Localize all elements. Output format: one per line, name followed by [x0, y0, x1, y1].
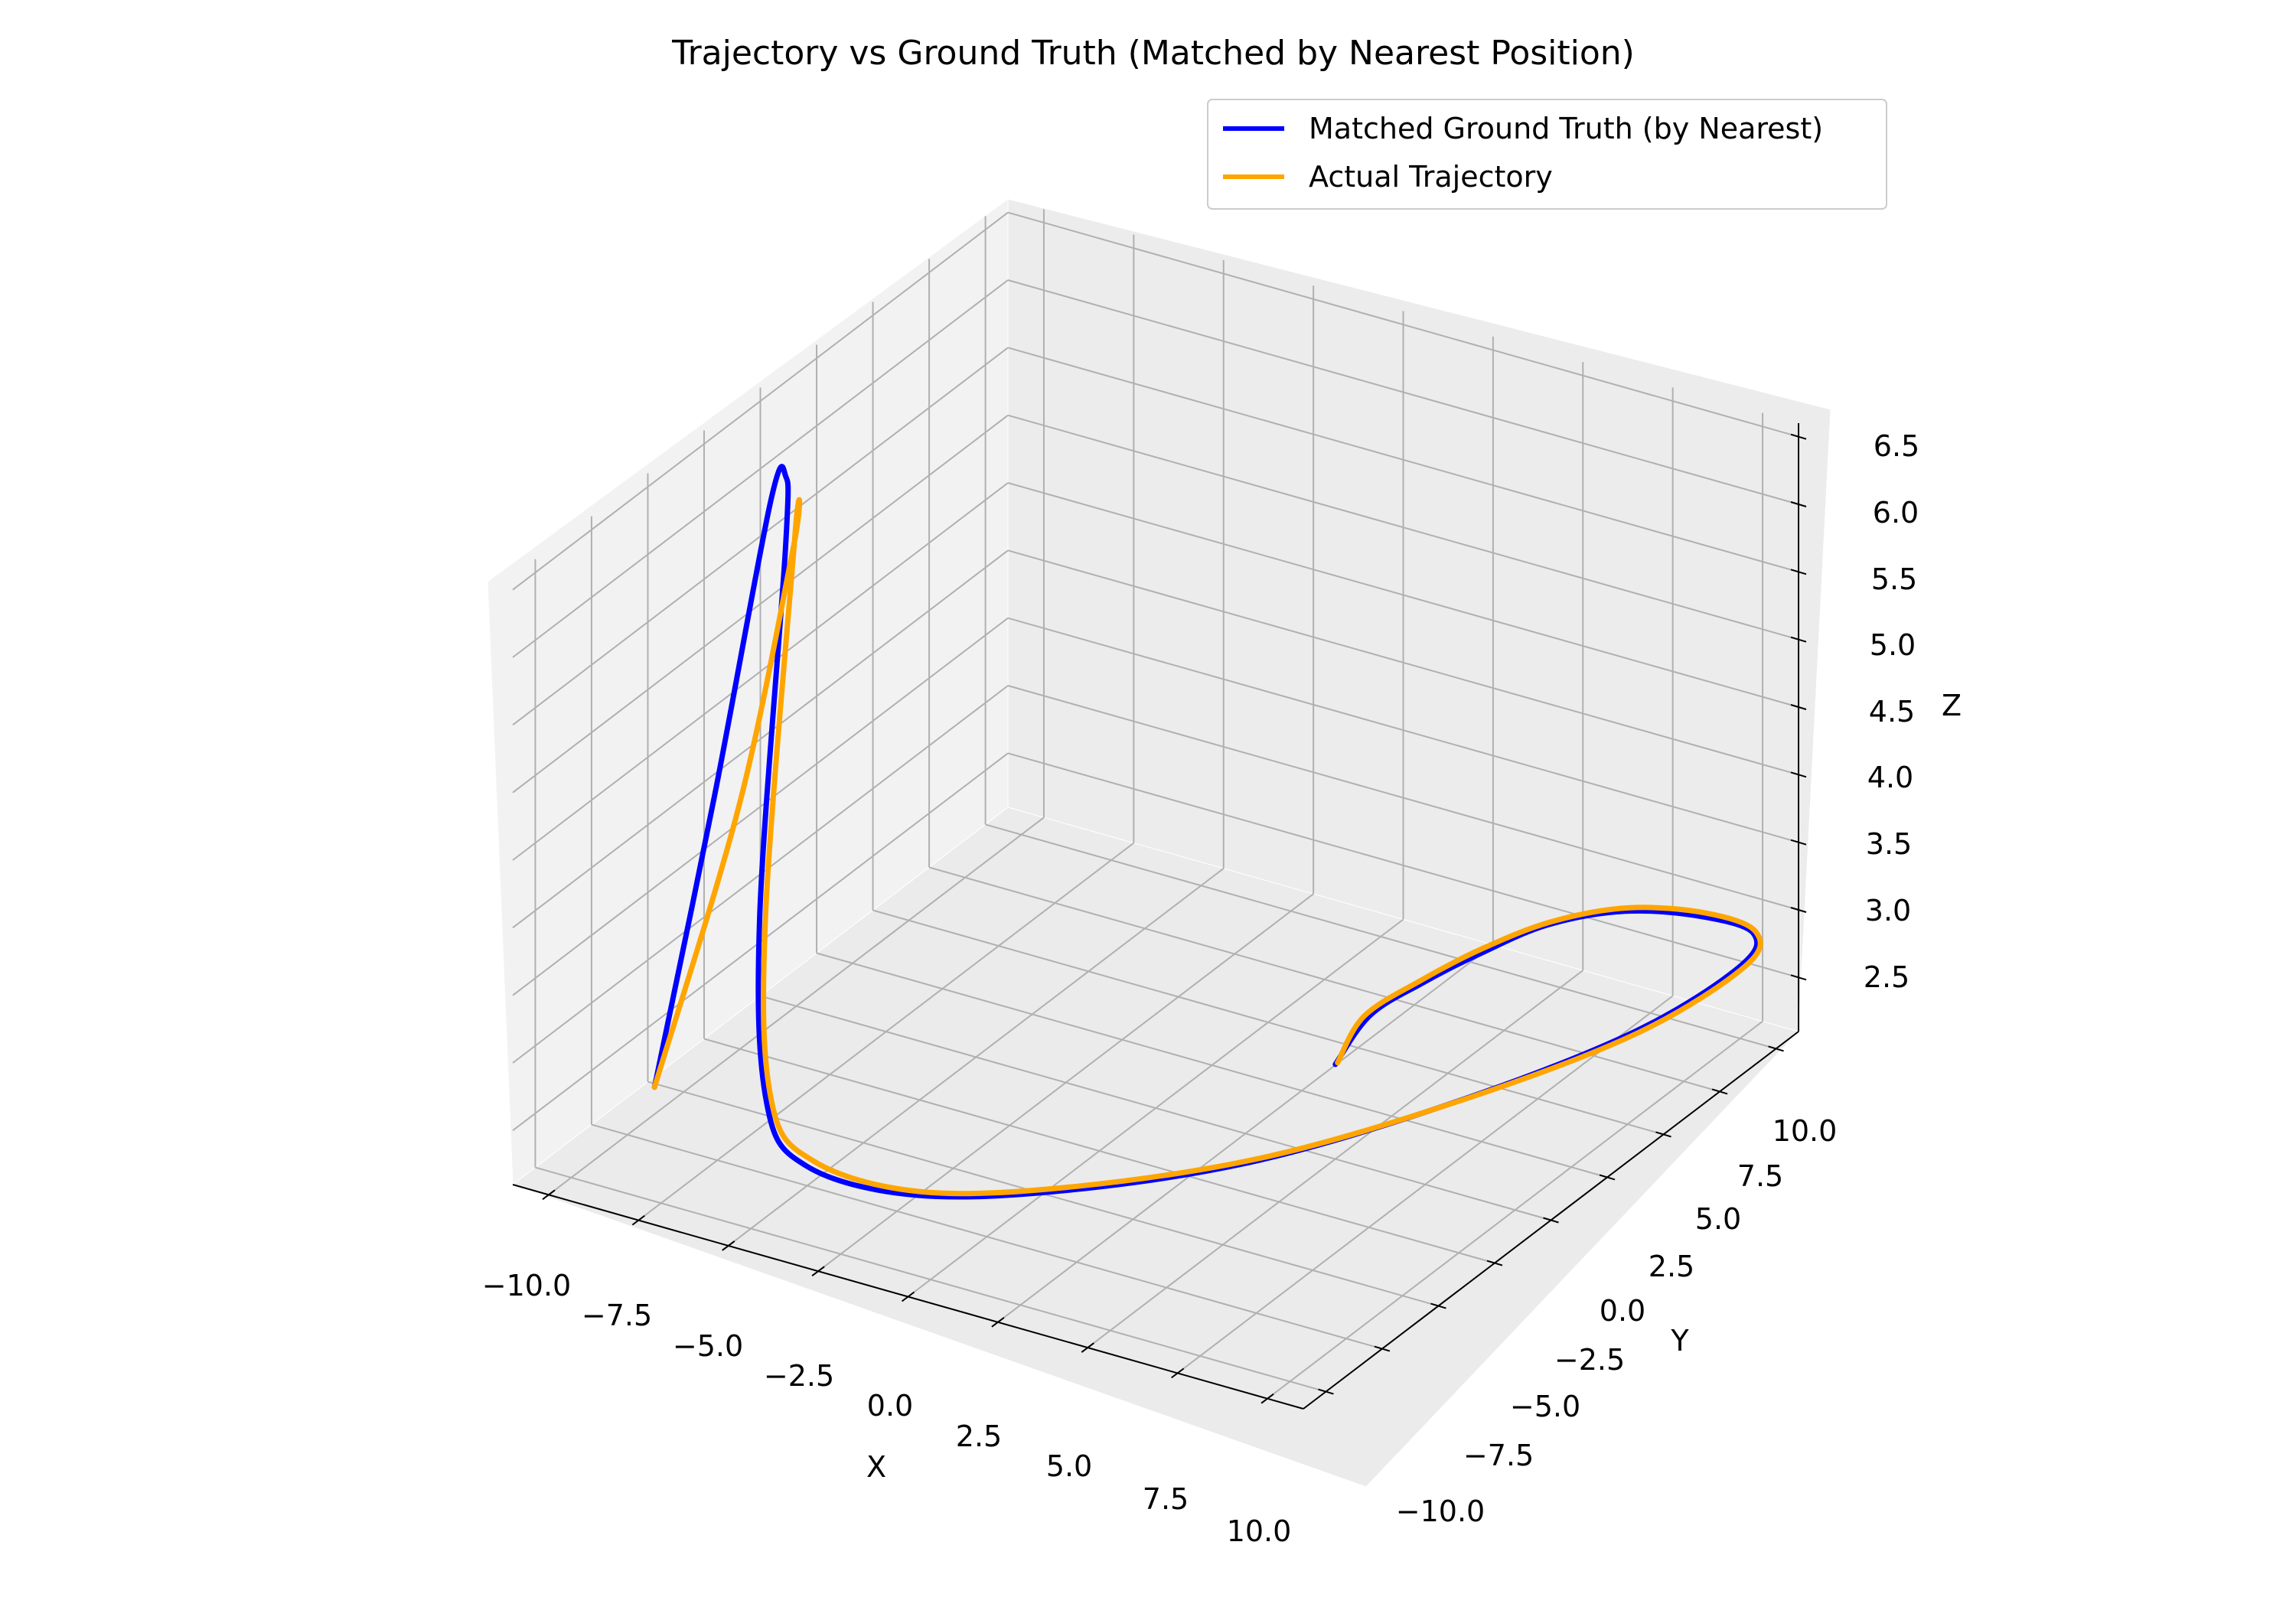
legend-label-actual: Actual Trajectory [1309, 160, 1553, 194]
x-tick-label: −10.0 [482, 1269, 571, 1302]
y-tick-mark [1374, 1345, 1391, 1352]
x-axis-label: X [866, 1450, 886, 1484]
y-tick-mark [1655, 1131, 1671, 1138]
gridline-y-floor [816, 952, 1608, 1178]
x-tick-label: 10.0 [1227, 1514, 1292, 1548]
y-tick-mark [1768, 1045, 1784, 1052]
gridline-z-side [512, 347, 1009, 726]
x-tick-label: 0.0 [867, 1389, 913, 1423]
gridline-y-floor [535, 1166, 1326, 1393]
x-tick-mark [991, 1316, 1005, 1328]
x-tick-label: 5.0 [1046, 1449, 1092, 1483]
x-tick-mark [1261, 1393, 1274, 1404]
gridline-y-floor [872, 909, 1664, 1136]
x-tick-labels: −10.0 −7.5 −5.0 −2.5 0.0 2.5 5.0 7.5 10.… [482, 1269, 1292, 1548]
z-tick-label: 6.0 [1873, 496, 1919, 530]
legend-label-ground-truth: Matched Ground Truth (by Nearest) [1309, 112, 1823, 145]
x-tick-mark [631, 1214, 645, 1226]
y-tick-label: −7.5 [1463, 1439, 1534, 1472]
z-tick-mark [1790, 839, 1807, 846]
z-tick-mark [1790, 569, 1807, 575]
gridline-z-side [512, 279, 1009, 658]
x-tick-label: 7.5 [1143, 1482, 1189, 1516]
gridlines [512, 209, 1799, 1400]
gridline-z-back [1007, 347, 1799, 573]
z-tick-mark [1790, 771, 1807, 778]
z-tick-labels: 2.5 3.0 3.5 4.0 4.5 5.0 5.5 6.0 6.5 [1864, 429, 1919, 994]
z-tick-label: 4.0 [1867, 761, 1913, 794]
y-tick-label: 0.0 [1600, 1294, 1645, 1328]
y-tick-mark [1543, 1217, 1559, 1224]
z-tick-label: 5.5 [1871, 562, 1917, 596]
x-tick-mark [1081, 1342, 1094, 1353]
x-tick-label: −7.5 [582, 1299, 652, 1332]
gridline-z-side [512, 617, 1009, 996]
z-tick-label: 3.5 [1866, 827, 1912, 861]
x-tick-label: −5.0 [673, 1329, 743, 1363]
gridline-z-back [1007, 752, 1799, 979]
z-tick-mark [1790, 907, 1807, 913]
gridline-z-side [512, 549, 1009, 929]
gridline-z-back [1007, 211, 1799, 438]
gridline-z-back [1007, 482, 1799, 708]
y-tick-label: 5.0 [1695, 1202, 1741, 1236]
y-tick-label: −10.0 [1396, 1495, 1485, 1528]
y-tick-labels: −10.0 −7.5 −5.0 −2.5 0.0 2.5 5.0 7.5 10.… [1396, 1114, 1838, 1528]
z-tick-mark [1790, 704, 1807, 710]
chart-title: Trajectory vs Ground Truth (Matched by N… [671, 34, 1635, 73]
gridline-z-back [1007, 549, 1799, 776]
y-tick-mark [1318, 1388, 1334, 1395]
z-axis-label: Z [1942, 689, 1962, 722]
z-tick-label: 6.5 [1874, 429, 1919, 463]
gridline-z-back [1007, 279, 1799, 505]
y-tick-label: 10.0 [1773, 1114, 1838, 1148]
gridline-z-back [1007, 414, 1799, 641]
x-tick-mark [901, 1291, 915, 1302]
series-lines [651, 464, 1763, 1200]
gridline-z-back [1007, 685, 1799, 911]
z-tick-mark [1790, 501, 1807, 507]
tick-marks [542, 433, 1807, 1404]
y-tick-mark [1711, 1088, 1728, 1095]
x-tick-label: 2.5 [956, 1420, 1002, 1453]
gridline-z-back [1007, 617, 1799, 843]
z-tick-label: 2.5 [1864, 960, 1910, 994]
x-tick-mark [811, 1266, 825, 1277]
gridline-y-floor [985, 823, 1776, 1050]
z-tick-label: 5.0 [1870, 628, 1916, 662]
y-tick-mark [1599, 1174, 1616, 1181]
x-tick-mark [542, 1189, 556, 1201]
z-tick-label: 4.5 [1869, 695, 1915, 729]
y-tick-mark [1486, 1260, 1503, 1266]
axis-panes [487, 198, 1831, 1488]
y-tick-label: −5.0 [1510, 1390, 1580, 1423]
z-tick-label: 3.0 [1865, 894, 1911, 927]
z-tick-mark [1790, 974, 1807, 981]
y-tick-mark [1430, 1302, 1446, 1309]
gridline-z-side [512, 211, 1009, 591]
gridline-z-side [512, 414, 1009, 794]
legend: Matched Ground Truth (by Nearest) Actual… [1207, 99, 1887, 210]
x-tick-mark [1171, 1367, 1185, 1379]
gridline-y-floor [703, 1038, 1495, 1264]
z-tick-mark [1790, 433, 1807, 440]
x-tick-mark [722, 1240, 735, 1251]
y-tick-label: −2.5 [1554, 1343, 1625, 1377]
gridline-y-floor [591, 1123, 1383, 1350]
gridline-y-floor [760, 995, 1551, 1221]
z-tick-mark [1790, 636, 1807, 643]
gridline-z-side [512, 482, 1009, 861]
y-tick-label: 7.5 [1737, 1159, 1783, 1193]
legend-box [1207, 99, 1887, 210]
x-tick-label: −2.5 [764, 1359, 834, 1393]
y-axis-label: Y [1670, 1324, 1689, 1358]
series-line-actual-trajectory [651, 497, 1763, 1197]
y-tick-label: 2.5 [1649, 1250, 1694, 1283]
